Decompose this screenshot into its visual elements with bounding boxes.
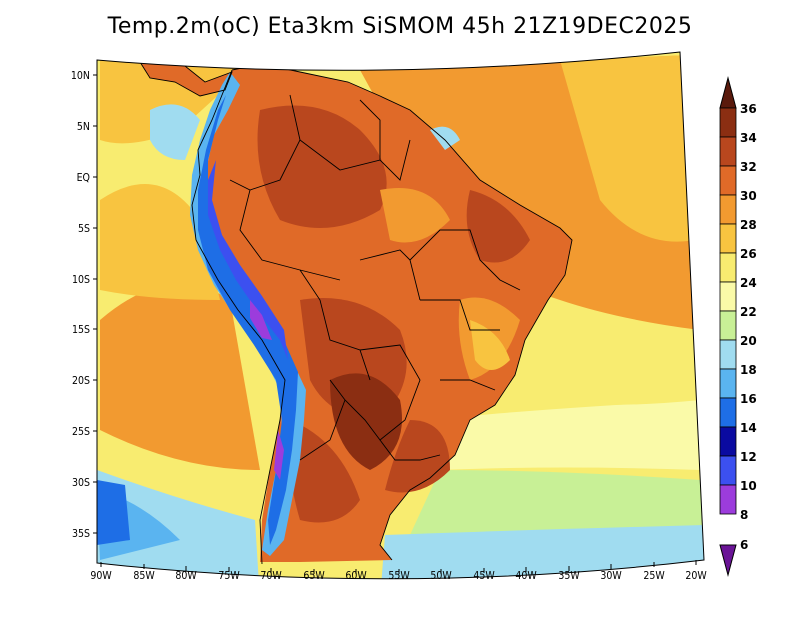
colorbar-label: 16 <box>740 392 757 406</box>
pacific-cool-patch <box>150 104 200 160</box>
amazon-milder <box>380 188 450 243</box>
lat-label: 30S <box>72 477 90 489</box>
colorbar-label: 28 <box>740 218 757 232</box>
colorbar: 36 34 32 30 28 26 24 22 20 18 16 14 12 1… <box>719 76 757 577</box>
colorbar-label: 34 <box>740 131 757 145</box>
altiplano-freezing <box>250 300 272 340</box>
lon-label: 40W <box>515 570 537 582</box>
colorbar-label: 18 <box>740 363 757 377</box>
colorbar-swatch <box>719 484 737 515</box>
guiana-cool-patch <box>430 126 460 150</box>
colorbar-label: 20 <box>740 334 757 348</box>
central-america-outline <box>139 61 233 97</box>
highlands-mild <box>470 320 510 370</box>
colorbar-label: 10 <box>740 479 757 493</box>
atlantic-mid-zone <box>560 55 695 242</box>
colorbar-label: 26 <box>740 247 757 261</box>
map-frame <box>96 51 705 580</box>
lon-label: 35W <box>558 570 580 582</box>
map-title: Temp.2m(oC) Eta3km SiSMOM 45h 21Z19DEC20… <box>107 14 693 39</box>
lon-label: 90W <box>90 570 112 582</box>
colorbar-swatch <box>719 252 737 283</box>
andes-coldest-band <box>208 160 288 360</box>
lon-label: 55W <box>388 570 410 582</box>
hot-northeast <box>466 190 530 263</box>
colorbar-swatch <box>719 455 737 486</box>
lon-label: 70W <box>260 570 282 582</box>
colorbar-label: 30 <box>740 189 757 203</box>
colorbar-swatches <box>719 107 737 515</box>
pacific-mid-zone <box>100 184 220 300</box>
longitude-axis: 90W 85W 80W 75W 70W 65W 60W 55W 50W 45W … <box>90 560 707 582</box>
lat-label: 35S <box>72 528 90 540</box>
latitude-axis: 10N 5N EQ 5S 10S 15S 20S 25S 30S 35S <box>71 70 97 540</box>
lon-label: 50W <box>430 570 452 582</box>
lat-label: 10N <box>71 70 90 82</box>
colorbar-label: 6 <box>740 538 748 552</box>
south-atlantic-pale <box>430 400 700 470</box>
colorbar-swatch <box>719 281 737 312</box>
temperature-field <box>97 52 704 579</box>
lon-label: 45W <box>473 570 495 582</box>
colorbar-label: 24 <box>740 276 757 290</box>
lon-label: 80W <box>175 570 197 582</box>
lat-label: 5N <box>77 121 90 133</box>
andes-colder-band <box>198 95 298 545</box>
colorbar-label: 12 <box>740 450 757 464</box>
colorbar-swatch <box>719 194 737 225</box>
colorbar-label: 22 <box>740 305 757 319</box>
lon-label: 75W <box>218 570 240 582</box>
lon-label: 20W <box>685 570 707 582</box>
lat-label: EQ <box>77 172 90 184</box>
colorbar-swatch <box>719 426 737 457</box>
colorbar-label: 36 <box>740 102 757 116</box>
colorbar-swatch <box>719 339 737 370</box>
pacific-warm-zone <box>100 284 260 470</box>
lat-label: 25S <box>72 426 90 438</box>
southern-andes-freezing <box>274 430 284 480</box>
central-america-land <box>140 62 232 96</box>
colorbar-swatch <box>719 397 737 428</box>
colorbar-label: 14 <box>740 421 757 435</box>
lat-label: 20S <box>72 375 90 387</box>
colorbar-swatch <box>719 368 737 399</box>
hot-argentina <box>288 420 360 523</box>
lat-label: 15S <box>72 324 90 336</box>
lon-label: 30W <box>600 570 622 582</box>
south-pacific-coldest <box>97 480 130 545</box>
colorbar-swatch <box>719 223 737 254</box>
colorbar-label: 8 <box>740 508 748 522</box>
political-boundaries <box>191 63 573 565</box>
lon-label: 25W <box>643 570 665 582</box>
atlantic-yellow-band <box>520 330 700 405</box>
lat-label: 5S <box>78 223 90 235</box>
colorbar-swatch <box>719 136 737 167</box>
colorbar-swatch <box>719 165 737 196</box>
colorbar-bottom-arrow <box>719 544 737 577</box>
colorbar-top-arrow <box>719 76 737 109</box>
lon-label: 65W <box>303 570 325 582</box>
colorbar-label: 32 <box>740 160 757 174</box>
lon-label: 85W <box>133 570 155 582</box>
south-atlantic-cold <box>380 525 704 579</box>
lon-label: 60W <box>345 570 367 582</box>
colorbar-swatch <box>719 107 737 138</box>
hot-north-interior <box>257 105 387 228</box>
colorbar-swatch <box>719 310 737 341</box>
lat-label: 10S <box>72 274 90 286</box>
